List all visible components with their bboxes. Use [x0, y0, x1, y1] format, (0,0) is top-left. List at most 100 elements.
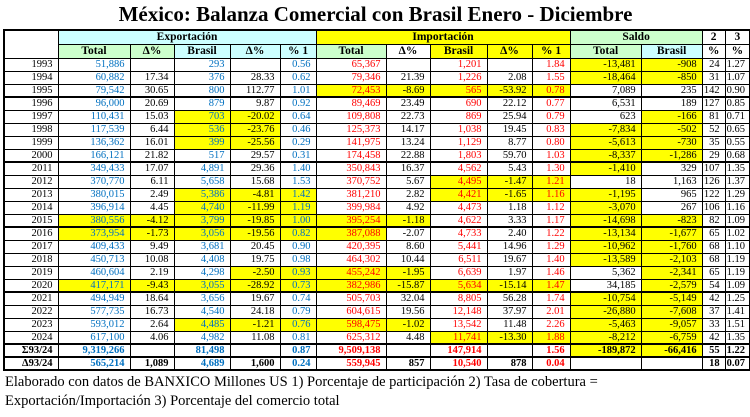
table-cell: 329: [640, 161, 703, 176]
table-cell: 6.44: [129, 122, 175, 137]
table-cell: 4.45: [129, 200, 175, 215]
table-cell: -26,880: [569, 304, 642, 319]
group-header-4: 2: [701, 29, 726, 45]
table-cell: 37: [701, 304, 726, 319]
table-cell: 1.19: [279, 200, 317, 215]
table-cell: 604,615: [315, 304, 387, 319]
group-header-3: Saldo: [569, 29, 703, 45]
table-cell: [229, 343, 281, 358]
year-cell: 1997: [3, 109, 59, 124]
table-cell: 1,163: [640, 174, 703, 189]
table-cell: 1.35: [724, 330, 750, 345]
table-cell: 4,740: [173, 200, 231, 215]
table-cell: 22.12: [486, 96, 533, 111]
year-cell: 2015: [3, 213, 59, 228]
table-cell: 14.17: [385, 122, 431, 137]
column-header-4: Δ%: [229, 43, 281, 59]
table-cell: 617,100: [57, 330, 131, 345]
table-cell: 89,469: [315, 96, 387, 111]
table-cell: 0.24: [279, 356, 317, 371]
table-cell: 5.43: [486, 161, 533, 176]
table-cell: 505,703: [315, 291, 387, 306]
table-cell: 8.77: [486, 135, 533, 150]
table-cell: 6,639: [429, 265, 488, 280]
year-cell: Δ93/24: [3, 356, 59, 371]
table-cell: 6.11: [129, 174, 175, 189]
table-cell: 0.71: [724, 109, 750, 124]
table-cell: 1.97: [486, 265, 533, 280]
table-cell: 370,752: [315, 174, 387, 189]
table-cell: 417,171: [57, 278, 131, 293]
table-row-2000: 2000 166,121 21.82 517 29.57 0.31 174,458 22.88…: [3, 148, 750, 163]
table-cell: 1.35: [724, 161, 750, 176]
table-cell: 4,421: [429, 187, 488, 202]
table-cell: 52: [701, 122, 726, 137]
table-cell: 593,012: [57, 317, 131, 332]
table-cell: 1.51: [724, 317, 750, 332]
table-cell: 6,511: [429, 252, 488, 267]
table-cell: 166,121: [57, 148, 131, 163]
table-cell: 350,843: [315, 161, 387, 176]
table-cell: 29: [701, 148, 726, 163]
table-cell: 28.33: [229, 70, 281, 85]
table-row-2023: 2023 593,012 2.64 4,485 -1.21 0.76 598,475 -1.0…: [3, 317, 750, 332]
table-cell: 1,129: [429, 135, 488, 150]
table-cell: -1.47: [486, 174, 533, 189]
table-cell: 68: [701, 239, 726, 254]
table-cell: 0.79: [279, 304, 317, 319]
table-cell: -8.69: [385, 83, 431, 98]
table-cell: 3,055: [173, 278, 231, 293]
table-cell: 4,473: [429, 200, 488, 215]
table-cell: -5,613: [569, 135, 642, 150]
table-cell: 5,386: [173, 187, 231, 202]
table-cell: 25.94: [486, 109, 533, 124]
table-cell: 1.56: [531, 343, 571, 358]
table-cell: -13.30: [486, 330, 533, 345]
table-row-2022: 2022 577,735 16.73 4,540 24.18 0.79 604,615 19.…: [3, 304, 750, 319]
table-cell: 2.82: [385, 187, 431, 202]
table-cell: 1.40: [531, 252, 571, 267]
table-cell: 1,226: [429, 70, 488, 85]
table-cell: 24: [701, 57, 726, 72]
table-cell: 0.04: [531, 356, 571, 371]
table-cell: 18: [701, 356, 726, 371]
table-cell: 10,540: [429, 356, 488, 371]
column-header-2: Δ%: [129, 43, 175, 59]
table-cell: 56.28: [486, 291, 533, 306]
table-cell: -9.43: [129, 278, 175, 293]
table-row-2020: 2020 417,171 -9.43 3,055 -28.92 0.73 382,986 -1…: [3, 278, 750, 293]
table-cell: -4.81: [229, 187, 281, 202]
table-cell: 1,803: [429, 148, 488, 163]
year-cell: 2021: [3, 291, 59, 306]
table-cell: 625,312: [315, 330, 387, 345]
table-cell: 30.65: [129, 83, 175, 98]
table-cell: 15.68: [229, 174, 281, 189]
table-cell: [486, 343, 533, 358]
table-cell: 4,485: [173, 317, 231, 332]
table-cell: 0.07: [724, 356, 750, 371]
table-cell: -15.87: [385, 278, 431, 293]
table-cell: -1.21: [229, 317, 281, 332]
table-cell: 380,556: [57, 213, 131, 228]
table-cell: 1.02: [724, 226, 750, 241]
table-cell: 0.56: [279, 57, 317, 72]
table-cell: 4,733: [429, 226, 488, 241]
table-header: Exportación Importación Saldo 2 3 Total Δ% Bra…: [3, 29, 750, 59]
table-cell: 13.24: [385, 135, 431, 150]
table-cell: 3.33: [486, 213, 533, 228]
corner-cell: [3, 29, 59, 59]
year-cell: 2016: [3, 226, 59, 241]
column-header-13: %: [701, 43, 726, 59]
table-cell: 2.26: [531, 317, 571, 332]
column-header-7: Δ%: [385, 43, 431, 59]
table-cell: 12,148: [429, 304, 488, 319]
table-cell: -1.73: [129, 226, 175, 241]
table-cell: 112.77: [229, 83, 281, 98]
table-cell: 1,089: [129, 356, 175, 371]
table-cell: 0.98: [279, 252, 317, 267]
table-cell: 11.48: [486, 317, 533, 332]
table-cell: 382,986: [315, 278, 387, 293]
table-cell: 11,741: [429, 330, 488, 345]
table-cell: -9,057: [640, 317, 703, 332]
table-cell: 0.77: [531, 96, 571, 111]
